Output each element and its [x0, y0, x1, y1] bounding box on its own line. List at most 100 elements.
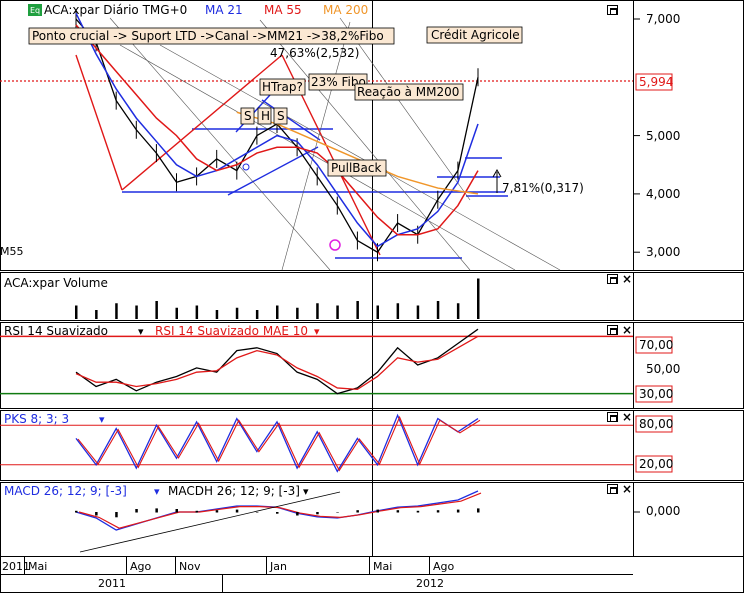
macdh-label-arrow: ▾	[303, 485, 309, 498]
macd-hist-bar	[296, 512, 299, 516]
price-panel-maximize-button[interactable]	[607, 5, 618, 15]
rsi-mae-label[interactable]: RSI 14 Suavizado MAE 10	[155, 324, 308, 338]
pks-20-box	[635, 455, 673, 473]
macd-hist-bar	[235, 509, 239, 513]
volume-bar	[95, 310, 98, 319]
time-label-ago-1: Ago	[130, 560, 152, 573]
volume-bar	[215, 310, 219, 319]
price-tick-4: 4,000	[646, 187, 680, 201]
rsi-tick-50: 50,00	[646, 362, 680, 376]
macd-hist-bar	[376, 509, 379, 513]
macdh-label[interactable]: MACDH 26; 12; 9; [-3]	[168, 484, 300, 498]
company-box[interactable]	[426, 26, 523, 44]
macd-hist-bar	[436, 510, 440, 513]
time-label-mai-2: Mai	[373, 560, 392, 573]
year-label-2012: 2012	[416, 577, 444, 590]
volume-bar	[296, 307, 299, 319]
s2-box[interactable]	[273, 107, 288, 125]
reacao-box[interactable]	[354, 83, 464, 101]
s1-box[interactable]	[240, 107, 255, 125]
h-box[interactable]	[257, 107, 272, 125]
current-price-box	[635, 73, 673, 91]
volume-bar	[336, 305, 339, 319]
macd-hist-bar	[115, 512, 118, 518]
mm55-edge-label: M55	[0, 245, 24, 258]
price-series-1	[75, 12, 479, 248]
main-title[interactable]: ACA:xpar Diário TMG+0	[44, 3, 187, 17]
price-series-2	[75, 24, 479, 236]
volume-bar	[477, 278, 480, 319]
htrap-box[interactable]	[259, 78, 306, 96]
volume-bar	[276, 305, 279, 319]
macd-hist-bar	[95, 512, 98, 516]
macd-hist-bar	[336, 512, 339, 513]
pullback-box[interactable]	[327, 159, 387, 177]
pks-series	[0, 413, 633, 473]
rsi-tick-70: 70,00	[639, 338, 673, 352]
pullback-label: PullBack	[331, 161, 381, 175]
marker-circle-1	[329, 239, 341, 251]
volume-bar	[436, 301, 440, 319]
pks-panel-maximize-button[interactable]	[607, 412, 618, 422]
year-label-2011: 2011	[98, 577, 126, 590]
ma55-legend[interactable]: MA 55	[264, 3, 302, 17]
fan-1	[119, 44, 516, 271]
macd-hist-bar	[316, 512, 319, 515]
analysis-note: Ponto crucial -> Suport LTD ->Canal ->MM…	[32, 29, 384, 43]
analysis-box[interactable]	[28, 27, 395, 45]
move-arrow	[492, 168, 502, 193]
volume-bar	[456, 303, 460, 319]
macd-tick-0: 0,000	[646, 504, 680, 518]
time-label-nov: Nov	[179, 560, 201, 573]
macd-trendline	[79, 491, 341, 553]
macd-hist-bar	[195, 510, 199, 513]
volume-panel-maximize-button[interactable]	[607, 274, 618, 284]
volume-bars	[75, 278, 480, 319]
volume-bar	[195, 305, 199, 319]
price-series	[75, 10, 479, 262]
macd-panel-maximize-button[interactable]	[607, 484, 618, 494]
pks-series-0	[75, 413, 479, 473]
pks-label[interactable]: PKS 8; 3; 3	[4, 412, 69, 426]
macd-series	[75, 490, 640, 553]
rsi-panel-close-icon[interactable]: ×	[622, 323, 633, 337]
channel-down	[261, 99, 321, 141]
volume-bar	[135, 305, 138, 319]
macd-label[interactable]: MACD 26; 12; 9; [-3]	[4, 484, 127, 498]
time-label-mai-1: Mai	[28, 560, 47, 573]
time-label-ago-2: Ago	[433, 560, 455, 573]
macd-hist-bar	[135, 509, 138, 513]
fan-6	[281, 21, 351, 271]
fibo23-box[interactable]	[308, 73, 368, 91]
macd-hist-bar	[175, 509, 178, 513]
fibo23-label: 23% Fibo	[311, 75, 366, 89]
macd-hist-bar	[75, 510, 78, 513]
rsi-series-0	[75, 328, 479, 395]
company-label: Crédit Agricole	[431, 28, 520, 42]
volume-bar	[356, 301, 359, 319]
rsi-70-box	[635, 336, 673, 354]
fan-2	[159, 44, 561, 271]
red-leg-1	[75, 54, 123, 191]
macd-hist-bar	[416, 510, 420, 513]
eq-icon[interactable]	[28, 4, 42, 16]
macd-panel-close-icon[interactable]: ×	[622, 482, 633, 496]
time-label-2011-left: 2011	[2, 560, 30, 573]
macd-hist-bar	[155, 508, 158, 513]
ma21-legend[interactable]: MA 21	[205, 3, 243, 17]
pks-panel-close-icon[interactable]: ×	[622, 410, 633, 424]
ma200-legend[interactable]: MA 200	[323, 3, 368, 17]
rsi-mae-arrow: ▾	[314, 325, 320, 338]
macd-hist-bar	[396, 510, 400, 513]
rsi-label[interactable]: RSI 14 Suavizado	[4, 324, 108, 338]
volume-bar	[255, 310, 259, 319]
volume-label[interactable]: ACA:xpar Volume	[4, 276, 108, 290]
volume-panel-close-icon[interactable]: ×	[622, 272, 633, 286]
macd-label-arrow: ▾	[154, 485, 160, 498]
rsi-tick-30: 30,00	[639, 387, 673, 401]
price-tick-3: 3,000	[646, 245, 680, 259]
rsi-series	[0, 328, 633, 395]
rsi-panel-maximize-button[interactable]	[607, 325, 618, 335]
